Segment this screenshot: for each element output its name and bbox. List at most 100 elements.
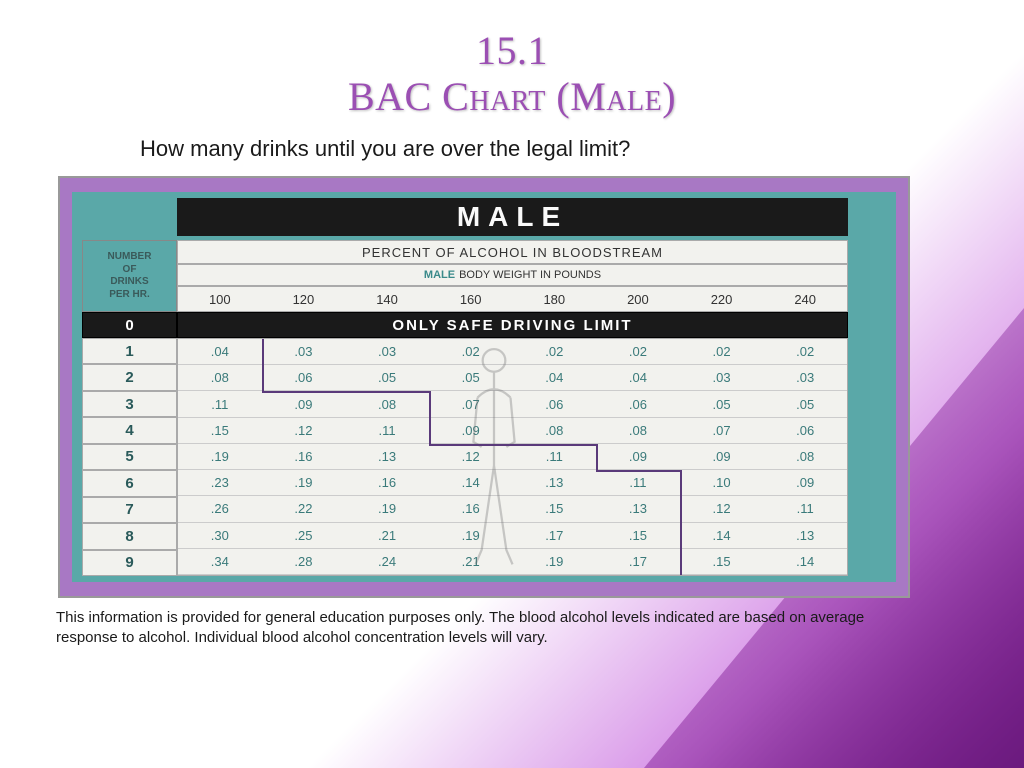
drinks-cell: 1 <box>82 338 177 364</box>
lh1: OF <box>123 264 137 277</box>
bac-cell: .02 <box>596 339 680 364</box>
chart-frame-inner: MALE NUMBER OF DRINKS PER HR. 0 12345678… <box>72 192 896 582</box>
bac-cell: .04 <box>513 365 597 390</box>
bac-cell: .05 <box>763 391 847 416</box>
bac-cell: .09 <box>680 444 764 469</box>
bac-cell: .09 <box>596 444 680 469</box>
bac-cell: .13 <box>513 470 597 495</box>
bac-cell: .05 <box>429 365 513 390</box>
percent-header: PERCENT OF ALCOHOL IN BLOODSTREAM <box>177 240 848 264</box>
bac-cell: .15 <box>513 496 597 521</box>
drinks-cell: 4 <box>82 417 177 443</box>
bac-cell: .15 <box>596 523 680 548</box>
bac-cell: .22 <box>262 496 346 521</box>
bac-cell: .13 <box>596 496 680 521</box>
drinks-cell: 9 <box>82 550 177 576</box>
bac-cell: .21 <box>345 523 429 548</box>
bac-cell: .16 <box>429 496 513 521</box>
bac-cell: .02 <box>513 339 597 364</box>
bac-cell: .02 <box>763 339 847 364</box>
table-row: .11.09.08.07.06.06.05.05 <box>178 391 847 417</box>
bac-cell: .11 <box>596 470 680 495</box>
lh2: DRINKS <box>110 276 148 289</box>
bac-cell: .15 <box>680 549 764 574</box>
drinks-cell: 7 <box>82 497 177 523</box>
weight-cell: 120 <box>262 287 346 311</box>
bac-cell: .09 <box>262 391 346 416</box>
male-banner: MALE <box>177 198 848 236</box>
weight-header: MALE BODY WEIGHT IN POUNDS <box>177 264 848 286</box>
bac-cell: .05 <box>345 365 429 390</box>
bac-cell: .21 <box>429 549 513 574</box>
disclaimer-text: This information is provided for general… <box>56 608 906 649</box>
bac-cell: .09 <box>763 470 847 495</box>
lh0: NUMBER <box>108 251 152 264</box>
bac-cell: .19 <box>178 444 262 469</box>
bac-cell: .17 <box>513 523 597 548</box>
bac-cell: .07 <box>680 418 764 443</box>
bac-cell: .24 <box>345 549 429 574</box>
bac-cell: .11 <box>178 391 262 416</box>
bac-cell: .11 <box>763 496 847 521</box>
slide-subtitle: How many drinks until you are over the l… <box>140 136 630 162</box>
table-grid: NUMBER OF DRINKS PER HR. 0 123456789 PER… <box>82 240 848 576</box>
slide: 15.1 BAC Chart (Male) How many drinks un… <box>0 0 1024 768</box>
table-row: .19.16.13.12.11.09.09.08 <box>178 444 847 470</box>
bac-cell: .15 <box>178 418 262 443</box>
bac-cell: .19 <box>262 470 346 495</box>
bac-cell: .02 <box>680 339 764 364</box>
chart-frame-outer: MALE NUMBER OF DRINKS PER HR. 0 12345678… <box>58 176 910 598</box>
slide-title: 15.1 BAC Chart (Male) <box>0 28 1024 120</box>
bac-cell: .16 <box>345 470 429 495</box>
table-row: .15.12.11.09.08.08.07.06 <box>178 418 847 444</box>
table-row: .26.22.19.16.15.13.12.11 <box>178 496 847 522</box>
safe-limit-row: ONLY SAFE DRIVING LIMIT <box>177 312 848 338</box>
bac-cell: .14 <box>763 549 847 574</box>
lh3: PER HR. <box>109 289 150 302</box>
bac-cell: .30 <box>178 523 262 548</box>
bac-cell: .19 <box>429 523 513 548</box>
bac-cell: .08 <box>178 365 262 390</box>
bac-cell: .34 <box>178 549 262 574</box>
drinks-header: NUMBER OF DRINKS PER HR. <box>82 240 177 312</box>
drinks-cell: 8 <box>82 523 177 549</box>
bac-cell: .03 <box>763 365 847 390</box>
bac-cell: .14 <box>429 470 513 495</box>
drinks-cell: 3 <box>82 391 177 417</box>
drinks-cell: 2 <box>82 364 177 390</box>
bac-cell: .06 <box>763 418 847 443</box>
bac-cell: .06 <box>513 391 597 416</box>
bac-cell: .08 <box>596 418 680 443</box>
bac-cell: .11 <box>345 418 429 443</box>
drinks-zero: 0 <box>82 312 177 338</box>
weight-cell: 100 <box>178 287 262 311</box>
bac-cell: .08 <box>763 444 847 469</box>
bac-cell: .02 <box>429 339 513 364</box>
data-area: .04.03.03.02.02.02.02.02.08.06.05.05.04.… <box>177 338 848 576</box>
bac-cell: .12 <box>429 444 513 469</box>
weight-cell: 140 <box>345 287 429 311</box>
bac-cell: .13 <box>345 444 429 469</box>
weight-prefix: MALE <box>424 269 455 281</box>
table-row: .08.06.05.05.04.04.03.03 <box>178 365 847 391</box>
title-line-2: BAC Chart (Male) <box>348 74 676 119</box>
weight-values-row: 100120140160180200220240 <box>177 286 848 312</box>
bac-cell: .28 <box>262 549 346 574</box>
bac-cell: .10 <box>680 470 764 495</box>
weight-rest: BODY WEIGHT IN POUNDS <box>459 269 601 281</box>
bac-cell: .11 <box>513 444 597 469</box>
table-row: .30.25.21.19.17.15.14.13 <box>178 523 847 549</box>
bac-cell: .17 <box>596 549 680 574</box>
bac-cell: .08 <box>513 418 597 443</box>
bac-cell: .05 <box>680 391 764 416</box>
bac-cell: .16 <box>262 444 346 469</box>
drinks-cell: 6 <box>82 470 177 496</box>
data-column: PERCENT OF ALCOHOL IN BLOODSTREAM MALE B… <box>177 240 848 576</box>
bac-cell: .12 <box>262 418 346 443</box>
table-row: .23.19.16.14.13.11.10.09 <box>178 470 847 496</box>
weight-cell: 220 <box>680 287 764 311</box>
bac-cell: .03 <box>262 339 346 364</box>
bac-cell: .06 <box>262 365 346 390</box>
bac-cell: .19 <box>513 549 597 574</box>
title-line-1: 15.1 <box>476 28 548 73</box>
